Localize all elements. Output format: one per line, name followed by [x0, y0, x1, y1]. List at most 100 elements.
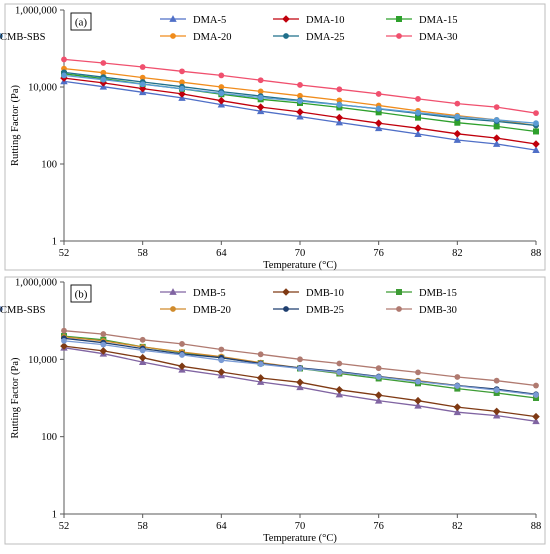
data-point	[493, 387, 500, 394]
data-point	[178, 362, 186, 371]
data-point	[297, 92, 303, 99]
data-point	[493, 123, 500, 130]
data-point	[335, 118, 344, 126]
data-point	[99, 347, 108, 355]
legend-item-CMB-SBS: CMB-SBS	[0, 305, 46, 316]
legend-item-DMA-10: DMA-10	[273, 15, 345, 26]
y-tick-label: 1,000,000	[15, 6, 57, 17]
chart-panel-2: 52 58 64 70 76 82 88 1 100 10,000 1,000,000 Tempera…	[0, 276, 546, 545]
data-point	[454, 374, 461, 380]
legend-swatch-marker	[396, 289, 402, 295]
data-point	[374, 391, 383, 400]
legend-swatch-marker	[396, 16, 402, 22]
x-tick-label: 82	[452, 248, 463, 259]
data-point	[179, 79, 185, 86]
legend-label: DMB-25	[306, 305, 344, 316]
data-point	[533, 128, 539, 135]
data-point	[415, 378, 421, 385]
y-tick-label: 10,000	[28, 83, 57, 94]
data-point	[257, 361, 264, 368]
legend-swatch-marker	[170, 33, 176, 39]
legend-swatch-marker	[396, 33, 402, 39]
data-point	[374, 396, 383, 404]
data-point	[454, 383, 461, 389]
data-point	[139, 64, 146, 70]
data-point	[257, 88, 264, 95]
x-tick-label: 52	[59, 248, 70, 259]
legend-swatch-marker	[0, 33, 3, 39]
legend-label: DMB-15	[419, 288, 457, 299]
legend-label: DMA-15	[419, 15, 458, 26]
legend-item-DMB-25: DMB-25	[273, 305, 344, 316]
legend-swatch-marker	[283, 33, 289, 39]
panel-label-text: (b)	[75, 289, 88, 301]
panel-label-text: (a)	[75, 17, 88, 29]
data-point	[492, 140, 501, 147]
data-point	[218, 84, 225, 90]
data-point	[218, 72, 225, 79]
data-point	[532, 146, 540, 153]
data-point	[453, 129, 462, 138]
legend-label: DMB-10	[306, 288, 344, 299]
data-point	[139, 347, 146, 354]
legend-label: CMB-SBS	[0, 32, 46, 43]
legend: DMA-5 DMA-10 DMA-15 DMA-20 DMA-25 DMA-30 CMB-S…	[0, 15, 458, 43]
data-point	[415, 109, 421, 116]
data-point	[414, 401, 422, 409]
data-point	[336, 101, 343, 108]
data-point	[100, 69, 107, 76]
x-tick-label: 76	[373, 521, 384, 532]
data-point	[336, 360, 343, 367]
data-point	[296, 378, 304, 387]
data-point	[454, 119, 461, 126]
legend-item-DMB-5: DMB-5	[160, 288, 226, 299]
x-axis-title: Temperature (°C)	[263, 533, 337, 544]
data-point	[179, 85, 185, 92]
legend-label: CMB-SBS	[0, 305, 46, 316]
data-point	[453, 408, 462, 416]
data-point	[532, 140, 540, 148]
data-point	[297, 356, 303, 363]
data-point	[533, 382, 539, 389]
data-point	[375, 109, 382, 116]
legend-label: DMB-20	[193, 305, 231, 316]
data-point	[297, 82, 303, 88]
data-point	[375, 365, 382, 372]
data-point	[178, 90, 186, 98]
data-point	[375, 105, 382, 112]
legend-swatch-marker	[0, 306, 3, 312]
data-point	[139, 81, 146, 88]
data-point	[61, 72, 67, 79]
data-point	[533, 392, 539, 398]
data-point	[139, 336, 146, 343]
legend-item-DMA-20: DMA-20	[160, 32, 232, 43]
legend-item-DMA-5: DMA-5	[160, 15, 226, 26]
data-point	[533, 395, 539, 401]
y-axis-title: Rutting Factor (Pa)	[10, 357, 21, 439]
x-tick-label: 58	[137, 521, 148, 532]
data-point	[218, 346, 225, 353]
legend-item-DMB-20: DMB-20	[160, 305, 231, 316]
data-point	[100, 331, 107, 337]
legend-swatch-marker	[170, 306, 176, 312]
legend-item-DMA-15: DMA-15	[386, 15, 458, 26]
data-point	[453, 403, 462, 411]
data-point	[296, 108, 304, 116]
x-tick-label: 70	[295, 248, 306, 259]
y-tick-label: 1	[52, 237, 57, 248]
data-point	[297, 98, 303, 105]
legend-swatch-marker	[169, 288, 177, 295]
data-point	[454, 113, 461, 120]
legend-swatch-marker	[282, 15, 290, 23]
data-point	[454, 100, 461, 107]
panel-label: (a)	[70, 12, 92, 31]
legend-label: DMB-30	[419, 305, 457, 316]
data-point	[217, 368, 226, 376]
data-point	[257, 77, 264, 84]
data-point	[256, 103, 265, 111]
legend-label: DMA-25	[306, 32, 345, 43]
data-point	[336, 369, 343, 376]
x-tick-label: 70	[295, 521, 306, 532]
y-tick-label: 100	[41, 432, 57, 443]
